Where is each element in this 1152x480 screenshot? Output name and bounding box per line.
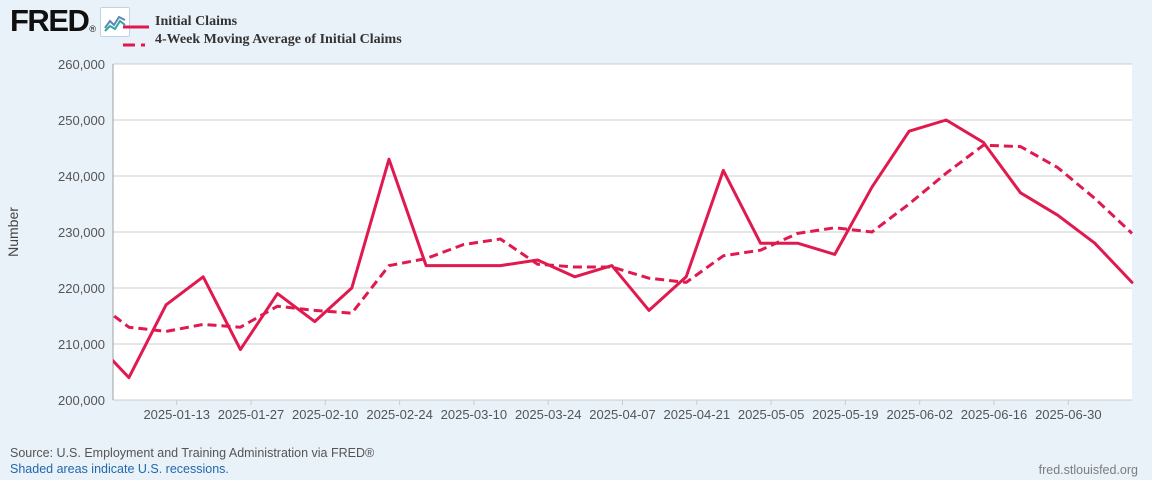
gridlines bbox=[113, 63, 1132, 401]
y-tick-label: 260,000 bbox=[58, 57, 105, 72]
y-axis-title: Number bbox=[5, 207, 21, 257]
x-tick-label: 2025-03-10 bbox=[440, 407, 508, 422]
source-attribution: Source: U.S. Employment and Training Adm… bbox=[10, 446, 375, 460]
x-tick-label: 2025-04-07 bbox=[589, 407, 656, 422]
x-tick-label: 2025-02-24 bbox=[366, 407, 433, 422]
fred-logo-text: FRED bbox=[10, 3, 90, 38]
legend: Initial Claims 4-Week Moving Average of … bbox=[123, 13, 402, 49]
initial-claims-line[interactable] bbox=[92, 118, 1134, 380]
y-tick-label: 220,000 bbox=[58, 281, 105, 296]
x-tick-label: 2025-05-05 bbox=[737, 407, 805, 422]
registered-mark: ® bbox=[89, 24, 97, 34]
dashed-line-swatch bbox=[123, 36, 149, 47]
y-tick-label: 250,000 bbox=[58, 113, 105, 128]
x-axis-ticks bbox=[176, 400, 1069, 405]
y-tick-label: 230,000 bbox=[58, 225, 105, 240]
y-tick-label: 200,000 bbox=[58, 393, 105, 408]
legend-label: Initial Claims bbox=[155, 14, 238, 29]
legend-label: 4-Week Moving Average of Initial Claims bbox=[155, 32, 402, 47]
x-tick-label: 2025-05-19 bbox=[812, 407, 879, 422]
x-tick-label: 2025-03-24 bbox=[514, 407, 582, 422]
x-tick-label: 2025-01-27 bbox=[217, 407, 285, 422]
y-tick-label: 210,000 bbox=[58, 337, 105, 352]
fred-logo[interactable]: FRED ® bbox=[10, 3, 131, 38]
x-tick-label: 2025-04-21 bbox=[663, 407, 731, 422]
legend-item-moving-average[interactable]: 4-Week Moving Average of Initial Claims bbox=[123, 31, 402, 49]
x-tick-label: 2025-06-16 bbox=[960, 407, 1028, 422]
x-tick-label: 2025-01-13 bbox=[143, 407, 210, 422]
x-tick-label: 2025-02-10 bbox=[292, 407, 359, 422]
legend-item-initial-claims[interactable]: Initial Claims bbox=[123, 13, 402, 31]
x-tick-label: 2025-06-02 bbox=[886, 407, 953, 422]
fred-site-link[interactable]: fred.stlouisfed.org bbox=[1038, 463, 1138, 477]
solid-line-swatch bbox=[123, 18, 149, 29]
x-tick-label: 2025-06-30 bbox=[1035, 407, 1102, 422]
y-tick-label: 240,000 bbox=[58, 169, 105, 184]
recession-note-link[interactable]: Shaded areas indicate U.S. recessions. bbox=[10, 462, 229, 476]
fred-chart-icon bbox=[100, 7, 131, 37]
